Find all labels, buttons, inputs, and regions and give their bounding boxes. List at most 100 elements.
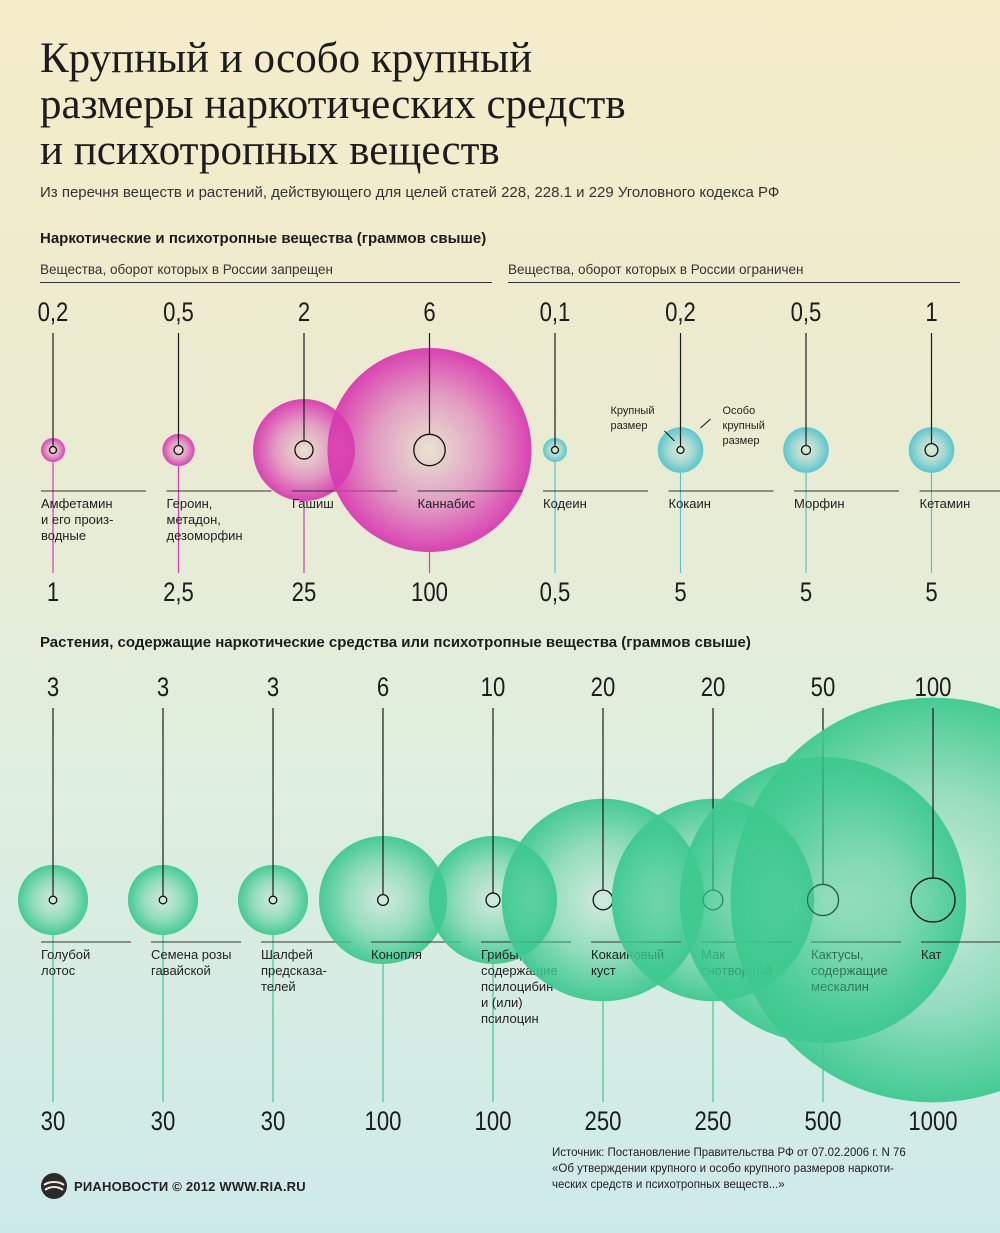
large-bubble-c1-3 — [413, 433, 446, 467]
category-label-c2-0-0: Голубой — [41, 947, 90, 962]
especially-large-bubble-c1-0 — [41, 438, 65, 462]
category-label-c2-4-2: псилоцибин — [481, 979, 553, 994]
title-line-2: размеры наркотических средств — [40, 81, 626, 128]
group-restricted-label: Вещества, оборот которых в России ограни… — [508, 262, 804, 277]
category-label-c2-0-1: лотос — [41, 963, 76, 978]
especially-large-bubble-c2-1 — [127, 864, 199, 936]
especially-large-value-label-c1-7: 5 — [925, 578, 937, 608]
especially-large-bubble-c1-4 — [543, 438, 567, 462]
large-value-label-c2-3: 6 — [377, 673, 389, 703]
category-label-c1-1-0: Героин, — [167, 496, 213, 511]
especially-large-bubble-c2-0 — [17, 864, 89, 936]
category-label-c1-5-0: Кокаин — [669, 496, 711, 511]
title-line-3: и психотропных веществ — [40, 127, 500, 174]
large-bubble-c1-7 — [924, 442, 939, 458]
large-value-label-c1-1: 0,5 — [163, 298, 194, 328]
category-label-c1-0-2: водные — [41, 528, 86, 543]
especially-large-value-label-c1-4: 0,5 — [540, 578, 571, 608]
legend-large-label-1: размер — [611, 420, 648, 432]
large-bubble-c2-4 — [485, 892, 501, 908]
source-line-1: Источник: Постановление Правительства РФ… — [552, 1147, 906, 1159]
large-value-label-c1-7: 1 — [925, 298, 937, 328]
ria-globe-icon — [41, 1173, 67, 1199]
large-bubble-c1-6 — [800, 444, 812, 456]
especially-large-value-label-c2-2: 30 — [261, 1107, 286, 1137]
large-value-label-c2-4: 10 — [481, 673, 506, 703]
large-value-label-c2-1: 3 — [157, 673, 169, 703]
category-label-c2-8-0: Кат — [921, 947, 942, 962]
large-bubble-c2-3 — [376, 893, 390, 907]
especially-large-bubble-c2-3 — [319, 836, 447, 964]
large-bubble-c1-2 — [294, 440, 314, 460]
legend-especially-large-label-0: Особо — [723, 405, 756, 417]
category-label-c2-4-4: псилоцин — [481, 1011, 539, 1026]
especially-large-value-label-c1-0: 1 — [47, 578, 59, 608]
large-value-label-c2-7: 50 — [811, 673, 836, 703]
legend-especially-large-pointer — [700, 418, 711, 429]
especially-large-bubble-c1-6 — [783, 427, 829, 473]
logo-text: РИАНОВОСТИ © 2012 WWW.RIA.RU — [74, 1178, 306, 1194]
page-title: Крупный и особо крупный размеры наркотич… — [40, 36, 800, 174]
especially-large-value-label-c2-1: 30 — [151, 1107, 176, 1137]
especially-large-value-label-c2-4: 100 — [475, 1107, 512, 1137]
especially-large-value-label-c1-1: 2,5 — [163, 578, 194, 608]
large-bubble-c2-8 — [910, 877, 956, 923]
category-label-c2-4-3: и (или) — [481, 995, 523, 1010]
large-bubble-c1-0 — [48, 445, 58, 455]
category-label-c1-4-0: Кодеин — [543, 496, 587, 511]
legend-large-pointer — [664, 430, 675, 442]
category-label-c1-2-0: Гашиш — [292, 496, 334, 511]
especially-large-value-label-c2-7: 500 — [805, 1107, 842, 1137]
category-label-c1-0-1: и его произ- — [41, 512, 113, 527]
large-value-label-c2-2: 3 — [267, 673, 279, 703]
category-label-c1-0-0: Амфетамин — [41, 496, 113, 511]
especially-large-value-label-c1-2: 25 — [292, 578, 317, 608]
large-value-label-c2-5: 20 — [591, 673, 616, 703]
especially-large-value-label-c1-5: 5 — [674, 578, 686, 608]
source-note: Источник: Постановление Правительства РФ… — [552, 1145, 906, 1193]
especially-large-bubble-c2-2 — [237, 864, 309, 936]
group-banned-label: Вещества, оборот которых в России запрещ… — [40, 262, 333, 277]
large-bubble-c2-0 — [48, 895, 58, 905]
section-plants-heading: Растения, содержащие наркотические средс… — [40, 634, 751, 651]
title-line-1: Крупный и особо крупный — [40, 35, 533, 82]
large-bubble-c1-1 — [173, 444, 184, 456]
especially-large-value-label-c2-0: 30 — [41, 1107, 66, 1137]
category-label-c2-1-1: гавайской — [151, 963, 211, 978]
group-banned-rule — [40, 282, 492, 283]
legend-large-label-0: Крупный — [611, 405, 655, 417]
category-label-c1-3-0: Каннабис — [418, 496, 476, 511]
category-label-c1-6-0: Морфин — [794, 496, 845, 511]
large-value-label-c2-6: 20 — [701, 673, 726, 703]
page-subtitle: Из перечня веществ и растений, действующ… — [40, 184, 780, 201]
category-label-c2-1-0: Семена розы — [151, 947, 231, 962]
large-value-label-c1-5: 0,2 — [665, 298, 696, 328]
especially-large-value-label-c2-6: 250 — [695, 1107, 732, 1137]
large-value-label-c2-0: 3 — [47, 673, 59, 703]
source-line-3: ческих средств и психотропных веществ...… — [552, 1179, 785, 1191]
large-bubble-c2-1 — [158, 895, 168, 905]
category-label-c1-1-2: дезоморфин — [167, 528, 243, 543]
especially-large-bubble-c1-1 — [162, 433, 195, 467]
category-label-c2-2-2: телей — [261, 979, 296, 994]
section-substances-heading: Наркотические и психотропные вещества (г… — [40, 230, 487, 247]
category-label-c2-5-1: куст — [591, 963, 616, 978]
especially-large-bubble-c2-8 — [730, 697, 1000, 1103]
ria-logo: РИАНОВОСТИ © 2012 WWW.RIA.RU — [40, 1172, 306, 1200]
large-value-label-c1-3: 6 — [423, 298, 435, 328]
large-bubble-c1-5 — [676, 445, 685, 455]
especially-large-value-label-c1-3: 100 — [411, 578, 448, 608]
category-label-c2-2-1: предсказа- — [261, 963, 327, 978]
especially-large-value-label-c1-6: 5 — [800, 578, 812, 608]
especially-large-value-label-c2-8: 1000 — [908, 1107, 957, 1137]
legend-especially-large-label-1: крупный — [723, 420, 765, 432]
large-value-label-c1-4: 0,1 — [540, 298, 571, 328]
especially-large-bubble-c1-5 — [657, 427, 704, 473]
large-value-label-c1-2: 2 — [298, 298, 310, 328]
especially-large-bubble-c1-2 — [253, 399, 355, 501]
category-label-c2-4-0: Грибы, — [481, 947, 522, 962]
legend-especially-large-label-2: размер — [723, 435, 760, 447]
category-label-c1-7-0: Кетамин — [920, 496, 971, 511]
large-value-label-c1-6: 0,5 — [791, 298, 822, 328]
